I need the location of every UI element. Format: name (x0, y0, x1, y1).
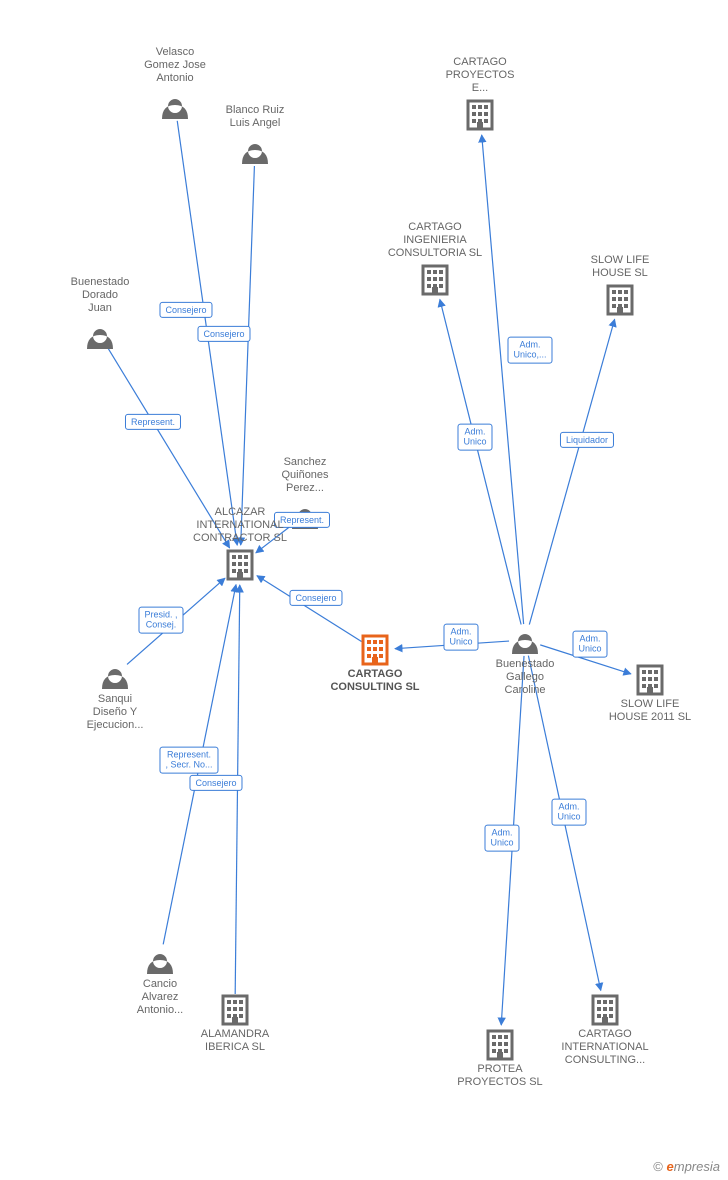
center-company-icon[interactable] (363, 636, 387, 664)
edge-label: Adm. Unico (457, 424, 492, 451)
brand-rest: mpresia (674, 1159, 720, 1174)
company-icon[interactable] (638, 666, 662, 694)
person-label: Sanqui Diseño Y Ejecucion... (55, 693, 175, 733)
edge-label: Adm. Unico (484, 825, 519, 852)
person-label: Cancio Alvarez Antonio... (100, 978, 220, 1018)
company-label: PROTEA PROYECTOS SL (440, 1063, 560, 1089)
company-icon[interactable] (423, 266, 447, 294)
person-icon[interactable] (102, 669, 128, 689)
person-icon[interactable] (162, 99, 188, 119)
edge-label: Consejero (159, 302, 212, 318)
company-icon[interactable] (593, 996, 617, 1024)
person-label: Buenestado Dorado Juan (40, 276, 160, 316)
company-label: CARTAGO CONSULTING SL (315, 668, 435, 694)
edge-label: Liquidador (560, 432, 614, 448)
company-label: CARTAGO INTERNATIONAL CONSULTING... (545, 1028, 665, 1068)
person-icon[interactable] (512, 634, 538, 654)
company-icon[interactable] (228, 551, 252, 579)
person-label: Blanco Ruiz Luis Angel (195, 104, 315, 130)
edge-label: Consejero (197, 326, 250, 342)
edge-label: Adm. Unico (572, 631, 607, 658)
edge (257, 576, 362, 642)
brand-e: e (667, 1159, 674, 1174)
company-icon[interactable] (223, 996, 247, 1024)
company-icon[interactable] (468, 101, 492, 129)
copyright-symbol: © (653, 1159, 663, 1174)
edge-label: Consejero (289, 590, 342, 606)
person-icon[interactable] (87, 329, 113, 349)
company-label: ALAMANDRA IBERICA SL (175, 1028, 295, 1054)
person-label: Sanchez Quiñones Perez... (245, 456, 365, 496)
company-icon[interactable] (608, 286, 632, 314)
person-label: Buenestado Gallego Caroline (465, 658, 585, 698)
person-icon[interactable] (147, 954, 173, 974)
company-icon[interactable] (488, 1031, 512, 1059)
company-label: SLOW LIFE HOUSE SL (560, 254, 680, 280)
company-label: SLOW LIFE HOUSE 2011 SL (590, 698, 710, 724)
copyright: © empresia (653, 1159, 720, 1174)
company-label: CARTAGO PROYECTOS E... (420, 56, 540, 96)
edge-label: Represent. , Secr. No... (159, 747, 218, 774)
edge-label: Adm. Unico (551, 799, 586, 826)
edge (529, 319, 614, 624)
edge-label: Adm. Unico,... (507, 337, 552, 364)
company-label: CARTAGO INGENIERIA CONSULTORIA SL (375, 221, 495, 261)
person-label: Velasco Gomez Jose Antonio (115, 46, 235, 86)
edge-label: Consejero (189, 775, 242, 791)
company-label: ALCAZAR INTERNATIONAL CONTRACTOR SL (180, 506, 300, 546)
edge-label: Adm. Unico (443, 624, 478, 651)
edge-label: Presid. , Consej. (138, 607, 183, 634)
person-icon[interactable] (242, 144, 268, 164)
edge-label: Represent. (125, 414, 181, 430)
